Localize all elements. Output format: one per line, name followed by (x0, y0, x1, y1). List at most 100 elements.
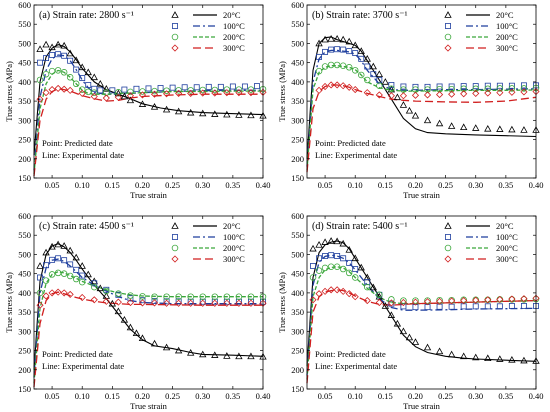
series-point-1 (229, 83, 236, 90)
series-point-3 (375, 298, 383, 307)
legend-marker (444, 222, 452, 229)
y-tick-label: 400 (18, 77, 31, 87)
series-point-2 (315, 267, 323, 274)
annotation-1: Line: Experimental date (315, 361, 397, 371)
y-axis-label: True stress (MPa) (4, 272, 14, 333)
series-point-1 (37, 274, 43, 281)
series-point-1 (67, 261, 74, 268)
legend-marker (171, 222, 179, 229)
series-point-1 (508, 303, 515, 309)
series-point-2 (36, 289, 44, 297)
series-point-0 (447, 350, 456, 358)
series-point-0 (351, 41, 359, 49)
x-tick-label: 0.05 (318, 391, 333, 401)
series-point-2 (424, 297, 431, 304)
series-point-0 (150, 103, 159, 110)
series-point-0 (247, 352, 255, 360)
series-point-0 (309, 244, 317, 252)
series-point-1 (346, 259, 353, 266)
series-point-3 (60, 85, 68, 93)
plot-frame (306, 4, 537, 179)
x-axis-label: True strain (130, 190, 168, 200)
series-point-0 (405, 333, 414, 341)
series-point-0 (187, 108, 195, 116)
series-point-2 (199, 86, 206, 94)
series-point-0 (363, 54, 371, 62)
series-point-2 (333, 263, 341, 270)
x-tick-label: 0.40 (256, 391, 271, 401)
series-point-0 (508, 125, 516, 133)
series-point-1 (49, 256, 56, 263)
series-point-2 (339, 265, 347, 273)
series-point-0 (484, 124, 492, 132)
series-point-1 (55, 51, 62, 58)
series-point-2 (345, 64, 353, 71)
series-point-0 (235, 352, 243, 360)
series-point-0 (460, 352, 468, 360)
series-point-1 (358, 55, 365, 62)
series-line-2 (33, 271, 263, 384)
series-point-2 (91, 283, 98, 291)
series-point-2 (60, 270, 68, 277)
y-tick-label: 150 (291, 173, 304, 183)
series-point-0 (211, 351, 219, 358)
series-point-3 (114, 298, 122, 306)
series-point-3 (484, 89, 492, 97)
series-point-0 (162, 343, 171, 351)
series-point-1 (97, 87, 104, 94)
series-point-1 (520, 82, 527, 89)
series-point-2 (376, 291, 383, 299)
series-point-2 (436, 296, 443, 304)
x-tick-label: 0.35 (498, 180, 513, 190)
y-tick-label: 550 (291, 230, 304, 240)
series-point-2 (78, 278, 86, 286)
series-point-0 (120, 92, 129, 100)
series-point-1 (340, 46, 347, 53)
legend-marker (445, 23, 451, 29)
series-point-2 (508, 85, 516, 92)
x-tick-label: 0.25 (165, 391, 180, 401)
series-point-1 (187, 298, 194, 305)
series-point-0 (496, 125, 504, 132)
series-point-3 (315, 86, 323, 94)
panel-d: 150 200 250 300 350 400 450 500 550 600 0.05 0.10 0.… (277, 211, 543, 411)
series-point-3 (235, 89, 243, 97)
series-point-3 (423, 91, 432, 99)
series-point-3 (520, 88, 528, 96)
y-tick-label: 550 (18, 19, 31, 29)
series-point-3 (102, 297, 110, 305)
series-point-3 (496, 295, 504, 303)
series-point-1 (316, 53, 323, 60)
series-point-3 (399, 298, 407, 307)
series-point-2 (115, 290, 122, 297)
series-point-1 (388, 82, 395, 88)
series-point-2 (472, 85, 479, 93)
series-point-3 (448, 90, 456, 98)
series-line-2 (306, 266, 537, 380)
y-tick-label: 500 (291, 249, 304, 259)
series-point-3 (496, 89, 504, 97)
series-point-1 (370, 71, 377, 78)
plot-frame (306, 215, 537, 390)
series-point-2 (139, 293, 146, 300)
series-point-2 (78, 86, 86, 93)
series-point-0 (411, 111, 420, 119)
series-point-2 (520, 296, 528, 303)
series-point-1 (247, 298, 254, 305)
x-tick-label: 0.35 (225, 180, 240, 190)
series-point-0 (66, 246, 74, 254)
series-point-1 (79, 75, 86, 81)
series-point-1 (496, 82, 503, 89)
series-point-2 (496, 296, 504, 303)
series-point-3 (150, 90, 159, 98)
series-point-0 (333, 237, 341, 245)
legend-label: 100°C (223, 21, 245, 31)
y-tick-label: 350 (18, 307, 31, 317)
panel-title: (d) Strain rate: 5400 s⁻¹ (312, 221, 407, 232)
series-point-3 (387, 92, 395, 100)
series-point-1 (55, 255, 62, 262)
series-point-0 (321, 35, 329, 43)
annotation-1: Line: Experimental date (42, 361, 124, 371)
series-point-3 (114, 93, 122, 101)
series-point-0 (393, 93, 402, 101)
